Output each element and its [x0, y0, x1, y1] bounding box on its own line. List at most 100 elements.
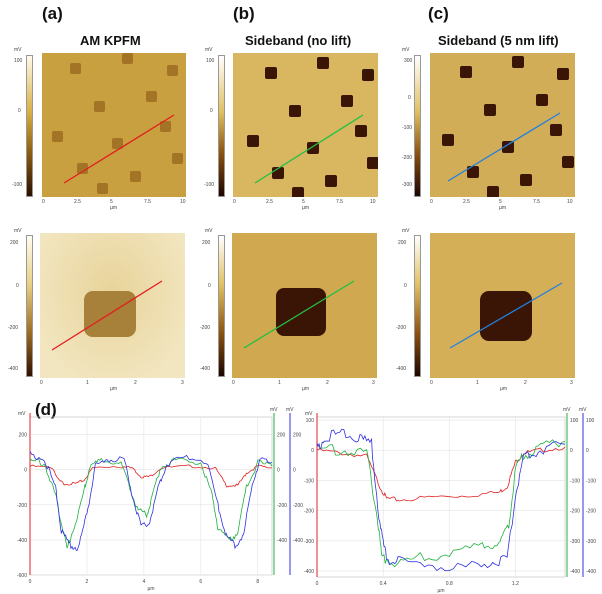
x-tick-label: 0.4: [380, 581, 387, 587]
kpfm-square: [442, 134, 454, 146]
x-tick: 5: [499, 199, 502, 205]
kpfm-square: [130, 171, 141, 182]
kpfm-square: [550, 124, 562, 136]
cbar-tick: -200: [396, 325, 407, 331]
right-tick-label-blue: 200: [293, 433, 302, 439]
cbar-tick: 200: [202, 240, 211, 246]
right-tick-label-blue: 0: [293, 468, 296, 474]
right-tick-label-green: 0: [277, 468, 280, 474]
x-tick: 1: [278, 380, 281, 386]
kpfm-map-b2: [232, 233, 377, 378]
x-tick: 7.5: [533, 199, 540, 205]
colorbar-c2: [414, 235, 421, 377]
right-tick-label-blue: -200: [586, 509, 596, 515]
kpfm-map-a1: [42, 53, 186, 197]
right-tick-label-green: -400: [277, 538, 287, 544]
kpfm-map-a1-svg: [52, 53, 183, 194]
kpfm-square: [317, 57, 329, 69]
x-tick: 3: [372, 380, 375, 386]
panel-letter-c: (c): [428, 4, 449, 23]
kpfm-map-b1: [233, 53, 378, 197]
x-axis-label: µm: [437, 588, 444, 594]
kpfm-square: [265, 67, 277, 79]
unit-label: mV: [205, 47, 213, 53]
unit-label: mV: [402, 47, 410, 53]
x-tick: 0: [430, 380, 433, 386]
profile-series-line: [316, 428, 566, 572]
x-tick: 10: [180, 199, 186, 205]
x-tick: 2.5: [266, 199, 273, 205]
right-tick-label-blue: 100: [586, 418, 595, 424]
profile-series-line: [29, 464, 272, 488]
left-axis-unit: mV: [305, 411, 313, 417]
colorbar-c1: [414, 55, 421, 197]
unit-label: mV: [205, 228, 213, 234]
right-tick-label-green: -200: [570, 509, 580, 515]
x-tick: 0: [430, 199, 433, 205]
kpfm-map-a2: [40, 233, 185, 378]
profile-line-c1: [447, 112, 561, 182]
y-tick-label: -100: [304, 478, 314, 484]
cbar-tick: 0: [18, 108, 21, 114]
x-unit: µm: [302, 205, 310, 211]
profile-line-c2: [449, 282, 563, 349]
x-tick-label: 8: [256, 579, 259, 585]
right-tick-label-blue: -300: [586, 539, 596, 545]
kpfm-square: [502, 141, 514, 153]
x-tick: 2: [134, 380, 137, 386]
x-unit: µm: [302, 386, 310, 392]
kpfm-map-c2-svg: [449, 282, 563, 349]
right-tick-label-green: -400: [570, 569, 580, 575]
profile-line-a2: [51, 280, 163, 351]
kpfm-square: [557, 68, 569, 80]
kpfm-square: [112, 138, 123, 149]
unit-label: mV: [14, 47, 22, 53]
right-tick-label-blue: -400: [586, 569, 596, 575]
kpfm-square: [367, 157, 378, 169]
x-tick: 3: [181, 380, 184, 386]
profile-line-b2: [243, 280, 355, 349]
kpfm-square: [467, 166, 479, 178]
x-tick: 10: [567, 199, 573, 205]
kpfm-square: [292, 187, 304, 197]
cbar-tick: 0: [404, 283, 407, 289]
right-tick-label-green: -200: [277, 503, 287, 509]
cbar-tick: -200: [200, 325, 211, 331]
colorbar-a2: [26, 235, 33, 377]
x-tick: 0: [233, 199, 236, 205]
y-tick-label: -200: [304, 509, 314, 515]
kpfm-square: [362, 69, 374, 81]
panel-letter-b: (b): [233, 4, 255, 23]
kpfm-square: [512, 56, 524, 68]
y-tick-label: 100: [306, 418, 315, 424]
colorbar-a1: [26, 55, 33, 197]
x-tick: 0: [232, 380, 235, 386]
cbar-tick: -200: [402, 155, 413, 161]
right-tick-label-blue: -200: [293, 503, 303, 509]
profile-line-b1: [254, 114, 364, 184]
cbar-tick: 100: [14, 58, 23, 64]
x-tick: 3: [570, 380, 573, 386]
x-tick: 5: [110, 199, 113, 205]
x-tick: 0: [40, 380, 43, 386]
kpfm-square: [562, 156, 574, 168]
cbar-tick: 0: [408, 95, 411, 101]
colorbar-b1: [218, 55, 225, 197]
x-tick-label: 0.8: [446, 581, 453, 587]
kpfm-square: [355, 125, 367, 137]
cbar-tick: -400: [8, 366, 19, 372]
square-b2: [276, 288, 326, 336]
unit-label: mV: [14, 228, 22, 234]
cbar-tick: -100: [12, 182, 23, 188]
kpfm-square: [536, 94, 548, 106]
x-tick: 1: [86, 380, 89, 386]
x-tick: 10: [370, 199, 376, 205]
panel-title-c: Sideband (5 nm lift): [438, 33, 559, 48]
cbar-tick: -200: [8, 325, 19, 331]
right-tick-label-blue: -400: [293, 538, 303, 544]
x-tick: 2.5: [74, 199, 81, 205]
x-tick: 2: [524, 380, 527, 386]
kpfm-square: [520, 174, 532, 186]
kpfm-map-a2-svg: [51, 280, 163, 351]
